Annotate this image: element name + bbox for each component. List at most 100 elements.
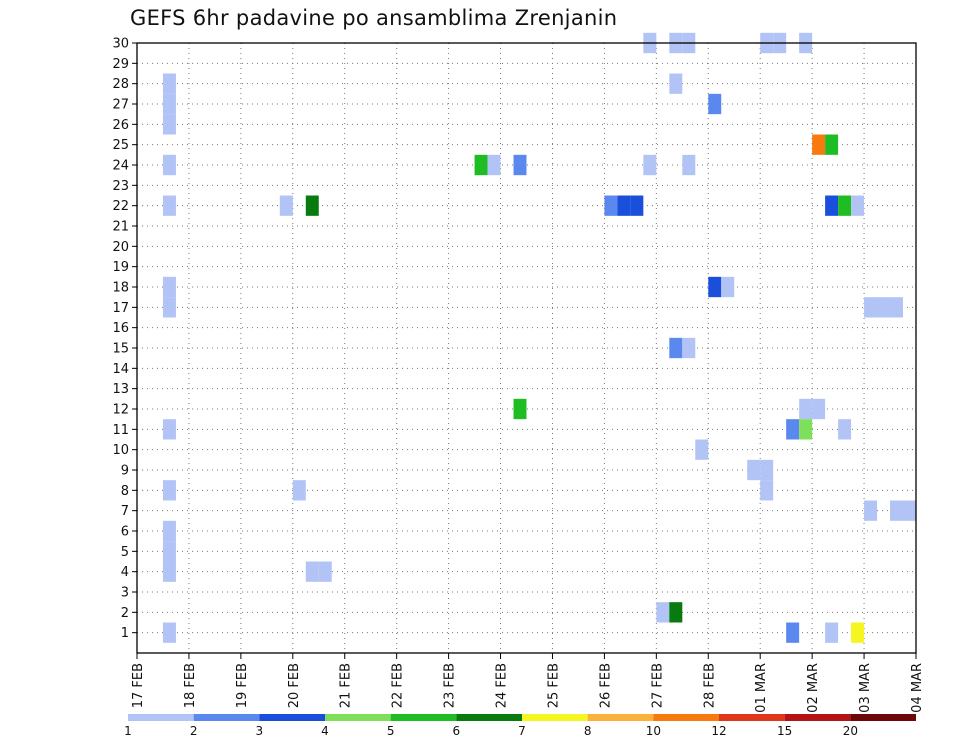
x-tick-label: 21 FEB: [339, 663, 354, 708]
colorbar-swatch: [259, 714, 325, 721]
y-tick-label: 11: [112, 423, 129, 438]
precip-cell-member-7: [864, 500, 878, 521]
y-tick-label: 10: [112, 443, 129, 458]
y-tick-label: 27: [112, 98, 129, 113]
precip-cell-member-24: [487, 154, 501, 176]
y-tick-label: 30: [112, 37, 129, 52]
y-tick-label: 29: [112, 57, 129, 72]
x-tick-label: 28 FEB: [702, 663, 717, 708]
axes: 1234567891011121314151617181920212223242…: [112, 37, 925, 713]
y-tick-label: 1: [121, 626, 129, 641]
colorbar-label: 1: [124, 724, 132, 738]
colorbar-label: 7: [518, 724, 526, 738]
precip-cell-member-27: [162, 93, 176, 115]
precip-cell-member-11: [162, 419, 176, 440]
colorbar-label: 5: [387, 724, 395, 738]
y-tick-label: 3: [121, 586, 129, 601]
precip-cell-member-8: [162, 480, 176, 501]
x-tick-label: 17 FEB: [131, 663, 146, 708]
precip-cell-member-25: [825, 134, 839, 155]
colorbar-swatch: [587, 714, 654, 721]
x-tick-label: 01 MAR: [754, 663, 769, 713]
precip-cell-member-8: [292, 480, 306, 501]
colorbar-legend: 1 2 3 4 5 6 7 8 10 12 15 20: [124, 714, 916, 738]
precip-cell-member-24: [162, 154, 176, 176]
precip-cell-member-18: [721, 276, 735, 298]
y-tick-label: 23: [112, 179, 129, 194]
precip-cell-member-1: [162, 622, 176, 643]
y-tick-label: 2: [121, 606, 129, 621]
precip-cell-member-22: [162, 195, 176, 216]
x-tick-label: 04 MAR: [910, 663, 925, 713]
precipitation-cells: [162, 32, 916, 643]
y-tick-label: 7: [121, 504, 129, 519]
precip-cell-member-18: [708, 276, 722, 298]
precip-cell-member-28: [162, 73, 176, 94]
precip-cell-member-26: [162, 114, 176, 135]
colorbar-label: 3: [256, 724, 264, 738]
colorbar-label: 12: [711, 724, 726, 738]
precip-cell-member-8: [760, 480, 774, 501]
precip-cell-member-28: [669, 73, 683, 94]
precip-cell-member-22: [604, 195, 618, 216]
precip-cell-member-22: [630, 195, 644, 216]
colorbar-swatch: [850, 714, 916, 721]
precip-cell-member-5: [162, 541, 176, 562]
precip-cell-member-18: [162, 276, 176, 298]
y-tick-label: 14: [112, 362, 129, 377]
colorbar-swatch: [325, 714, 391, 721]
precip-cell-member-12: [799, 398, 813, 420]
colorbar-swatch: [719, 714, 785, 721]
precip-cell-member-11: [799, 419, 813, 440]
precip-cell-member-6: [162, 520, 176, 542]
colorbar-swatch: [128, 714, 194, 721]
precip-cell-member-9: [760, 459, 774, 481]
precip-cell-member-22: [825, 195, 839, 216]
precip-cell-member-7: [890, 500, 904, 521]
precip-cell-member-17: [864, 297, 878, 318]
x-tick-label: 22 FEB: [391, 663, 406, 708]
precip-cell-member-17: [162, 297, 176, 318]
precip-cell-member-17: [890, 297, 904, 318]
x-tick-label: 27 FEB: [650, 663, 665, 708]
precip-cell-member-1: [825, 622, 839, 643]
precip-cell-member-7: [903, 500, 916, 521]
precip-cell-member-22: [617, 195, 631, 216]
precip-cell-member-1: [851, 622, 865, 643]
precip-cell-member-24: [643, 154, 657, 176]
precip-cell-member-15: [682, 337, 696, 359]
y-tick-label: 24: [112, 159, 129, 174]
plot-frame: [136, 42, 917, 654]
y-tick-label: 12: [112, 403, 129, 418]
colorbar-label: 15: [777, 724, 792, 738]
colorbar-label: 10: [646, 724, 661, 738]
y-tick-label: 18: [112, 281, 129, 296]
precip-cell-member-11: [786, 419, 800, 440]
colorbar-swatch: [653, 714, 719, 721]
x-tick-label: 03 MAR: [858, 663, 873, 713]
colorbar-swatch: [456, 714, 522, 721]
colorbar-label: 4: [321, 724, 329, 738]
y-tick-label: 8: [121, 484, 129, 499]
y-tick-label: 16: [112, 321, 129, 336]
y-tick-label: 17: [112, 301, 129, 316]
y-tick-label: 25: [112, 138, 129, 153]
x-tick-label: 24 FEB: [495, 663, 510, 708]
y-tick-label: 19: [112, 260, 129, 275]
y-tick-label: 28: [112, 77, 129, 92]
precip-cell-member-12: [513, 398, 527, 420]
colorbar-label: 8: [584, 724, 592, 738]
colorbar-swatch: [390, 714, 457, 721]
precip-cell-member-24: [513, 154, 527, 176]
precip-cell-member-22: [838, 195, 852, 216]
y-tick-label: 21: [112, 220, 129, 235]
y-tick-label: 15: [112, 342, 129, 357]
colorbar-swatch: [193, 714, 260, 721]
precip-cell-member-24: [682, 154, 696, 176]
y-tick-label: 9: [121, 464, 129, 479]
y-tick-label: 4: [121, 565, 129, 580]
colorbar-swatch: [784, 714, 851, 721]
y-tick-label: 26: [112, 118, 129, 133]
grid-lines: [137, 42, 916, 653]
